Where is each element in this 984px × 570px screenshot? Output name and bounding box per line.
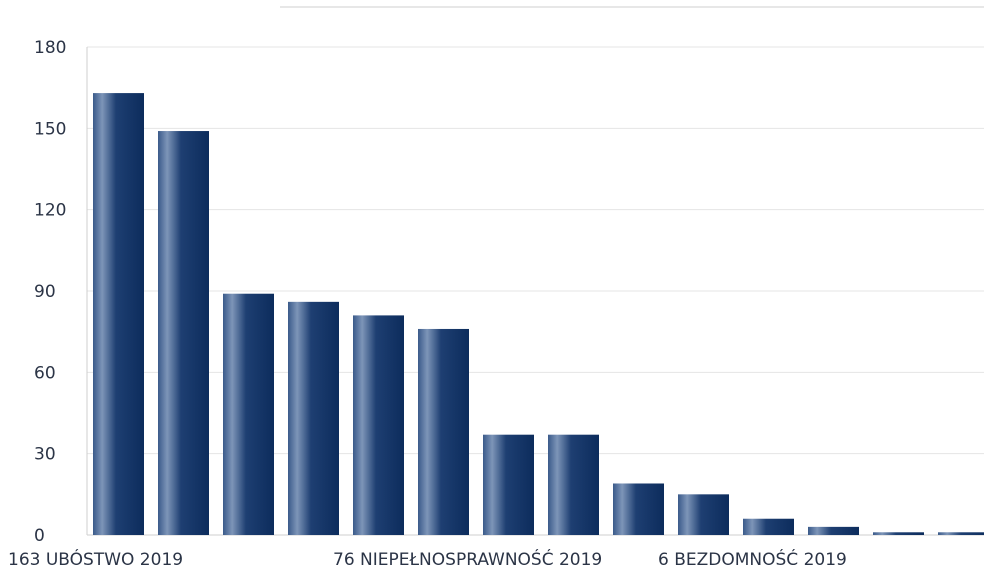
bar	[938, 532, 984, 535]
y-tick-label: 90	[34, 282, 56, 302]
bar	[158, 131, 209, 536]
bar	[483, 434, 534, 535]
y-tick-label: 150	[34, 119, 66, 139]
bar	[613, 483, 664, 535]
bar	[418, 328, 469, 535]
grid-lines	[86, 46, 984, 536]
y-tick-label: 30	[34, 445, 56, 465]
bar	[288, 301, 339, 535]
bar	[743, 518, 794, 535]
y-tick-label: 0	[34, 526, 45, 546]
bar	[873, 532, 924, 535]
y-tick-label: 180	[34, 38, 66, 58]
bar	[353, 315, 404, 535]
y-tick-label: 60	[34, 363, 56, 383]
bar	[678, 494, 729, 535]
x-category-label: 6 BEZDOMNOŚĆ 2019	[658, 548, 847, 570]
x-category-label: 163 UBÓSTWO 2019	[8, 548, 183, 570]
bar	[548, 434, 599, 535]
y-tick-label: 120	[34, 201, 66, 221]
bar	[808, 526, 859, 535]
x-category-label: 76 NIEPEŁNOSPRAWNOŚĆ 2019	[333, 548, 602, 570]
bar	[93, 93, 144, 535]
y-axis-ticks: 0 30 60 90 120 150 180	[34, 38, 66, 546]
bars	[93, 93, 984, 536]
x-axis-labels: 163 UBÓSTWO 2019 76 NIEPEŁNOSPRAWNOŚĆ 201…	[8, 548, 847, 570]
bar	[223, 293, 274, 535]
